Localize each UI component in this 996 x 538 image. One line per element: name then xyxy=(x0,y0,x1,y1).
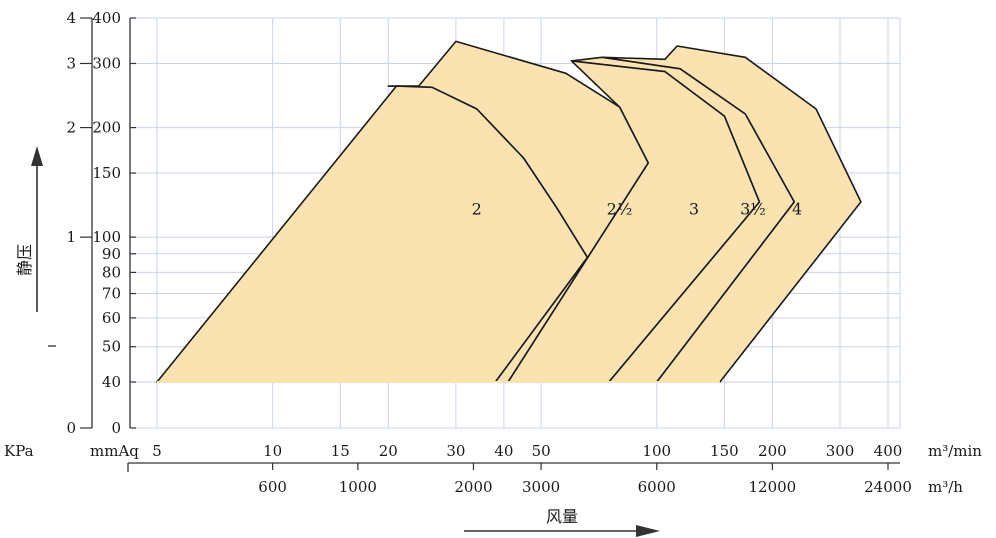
y-tick-label-mmaq: 80 xyxy=(102,263,121,281)
x-tick-label-secondary: 24000 xyxy=(864,478,912,496)
y-tick-label-kpa: 2 xyxy=(66,119,76,137)
x-tick-label-secondary: 12000 xyxy=(749,478,797,496)
x-unit-secondary: m³/h xyxy=(928,478,963,496)
x-axis-arrow-head xyxy=(636,525,660,537)
kpa-axis-label: KPa xyxy=(4,442,34,460)
x-tick-label-primary: 15 xyxy=(331,442,350,460)
x-tick-label-primary: 150 xyxy=(710,442,739,460)
y-tick-label-mmaq: 100 xyxy=(92,228,121,246)
x-axis-title: 风量 xyxy=(546,507,578,526)
y-tick-label-mmaq: 40 xyxy=(102,373,121,391)
axes xyxy=(48,17,900,472)
y-axis-title: 静压 xyxy=(15,244,34,276)
x-tick-label-primary: 300 xyxy=(826,442,855,460)
x-tick-label-primary: 5 xyxy=(152,442,162,460)
y-tick-label-kpa: 3 xyxy=(66,54,76,72)
y-tick-label-mmaq: 300 xyxy=(92,54,121,72)
x-tick-label-primary: 100 xyxy=(642,442,671,460)
y-tick-label-mmaq: 50 xyxy=(102,338,121,356)
y-tick-label-mmaq: 400 xyxy=(92,9,121,27)
x-tick-label-secondary: 2000 xyxy=(454,478,492,496)
y-tick-label-kpa: 4 xyxy=(66,9,76,27)
x-tick-label-primary: 400 xyxy=(874,442,903,460)
y-tick-label-mmaq: 150 xyxy=(92,164,121,182)
y-tick-label-mmaq: 200 xyxy=(92,119,121,137)
x-tick-label-primary: 20 xyxy=(379,442,398,460)
series-label: 3½ xyxy=(740,199,766,218)
series-label: 3 xyxy=(689,199,699,218)
series-label: 2 xyxy=(472,199,482,218)
x-tick-label-secondary: 6000 xyxy=(638,478,676,496)
y-tick-label-mmaq: 0 xyxy=(111,419,121,437)
y-tick-label-mmaq: 90 xyxy=(102,245,121,263)
series-label: 2½ xyxy=(607,199,633,218)
x-tick-label-primary: 10 xyxy=(263,442,282,460)
series-label: 4 xyxy=(792,199,802,218)
x-tick-label-secondary: 1000 xyxy=(339,478,377,496)
performance-areas xyxy=(156,40,862,383)
y-tick-label-mmaq: 70 xyxy=(102,285,121,303)
x-tick-label-secondary: 3000 xyxy=(522,478,560,496)
series-labels: 2 2½ 3 3½ 4 xyxy=(472,199,803,218)
x-tick-label-secondary: 600 xyxy=(258,478,287,496)
y-tick-label-kpa: 1 xyxy=(66,228,76,246)
y-axis-arrow-head xyxy=(31,146,43,166)
performance-area-2 xyxy=(156,85,589,383)
x-tick-label-primary: 200 xyxy=(758,442,787,460)
y-tick-label-kpa: 0 xyxy=(66,419,76,437)
x-tick-label-primary: 50 xyxy=(532,442,551,460)
y-tick-label-mmaq: 60 xyxy=(102,309,121,327)
mmaq-axis-label: mmAq xyxy=(90,442,139,460)
x-unit-primary: m³/min xyxy=(928,442,982,460)
x-tick-label-primary: 40 xyxy=(494,442,513,460)
x-tick-label-primary: 30 xyxy=(446,442,465,460)
